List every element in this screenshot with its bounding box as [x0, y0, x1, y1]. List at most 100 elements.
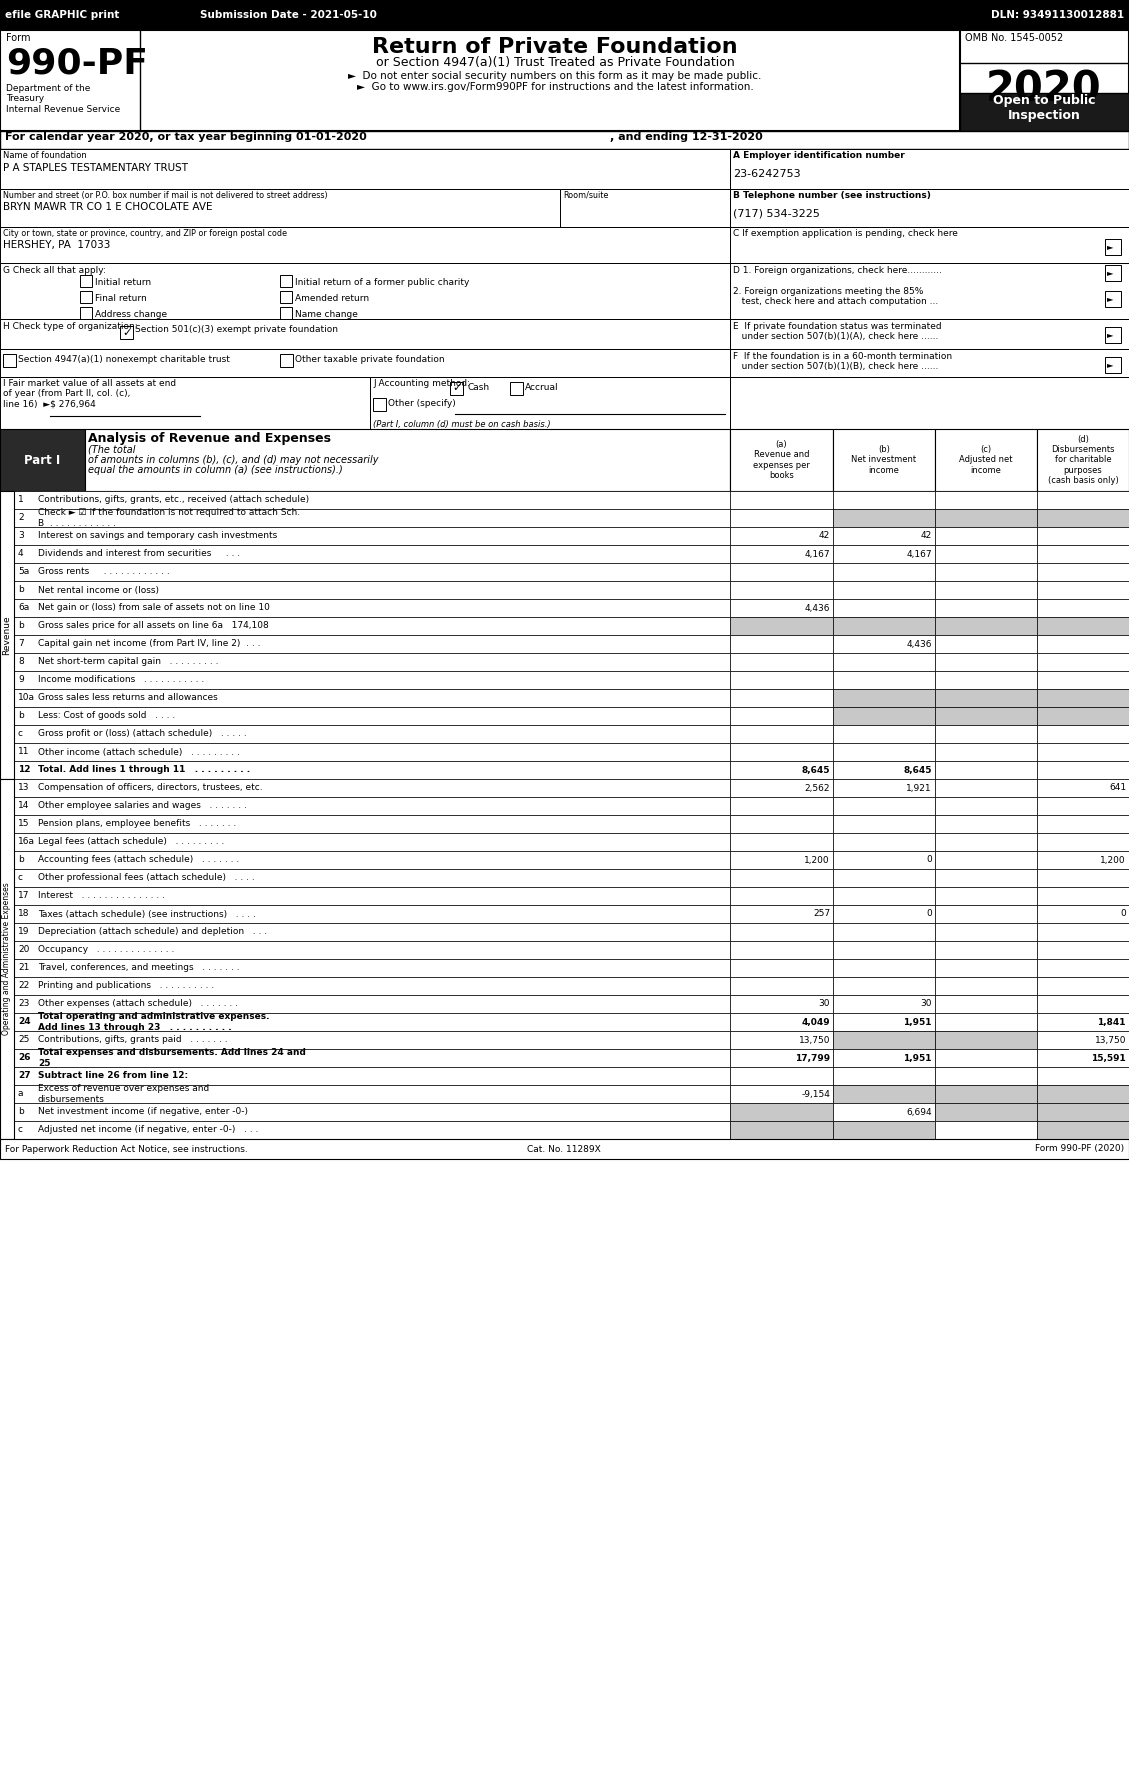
Text: Total expenses and disbursements. Add lines 24 and
25: Total expenses and disbursements. Add li…: [38, 1048, 306, 1068]
Bar: [1105, 265, 1121, 281]
Text: Revenue: Revenue: [2, 615, 11, 655]
Bar: [935, 1104, 1038, 1122]
Text: Net gain or (loss) from sale of assets not on line 10: Net gain or (loss) from sale of assets n…: [38, 603, 270, 612]
Text: BRYN MAWR TR CO 1 E CHOCOLATE AVE: BRYN MAWR TR CO 1 E CHOCOLATE AVE: [3, 202, 212, 213]
Bar: [833, 816, 935, 834]
Bar: [833, 778, 935, 798]
Bar: [3, 354, 16, 367]
Text: (d)
Disbursements
for charitable
purposes
(cash basis only): (d) Disbursements for charitable purpose…: [1048, 435, 1119, 485]
Bar: [730, 923, 833, 941]
Bar: [1038, 760, 1129, 778]
Bar: [1038, 689, 1129, 707]
Bar: [0, 798, 730, 816]
Bar: [935, 1084, 1038, 1104]
Bar: [373, 397, 386, 411]
Bar: [1105, 240, 1121, 256]
Text: Address change: Address change: [95, 309, 167, 318]
Bar: [833, 707, 935, 725]
Bar: [935, 429, 1038, 490]
Text: Amended return: Amended return: [295, 293, 369, 302]
Bar: [730, 349, 1129, 377]
Bar: [730, 227, 1129, 263]
Text: Operating and Administrative Expenses: Operating and Administrative Expenses: [2, 882, 11, 1036]
Text: For calendar year 2020, or tax year beginning 01-01-2020: For calendar year 2020, or tax year begi…: [5, 132, 367, 141]
Bar: [935, 1066, 1038, 1084]
Bar: [935, 617, 1038, 635]
Text: 9: 9: [18, 676, 24, 685]
Bar: [833, 1084, 935, 1104]
Bar: [730, 887, 833, 905]
Bar: [0, 490, 14, 778]
Bar: [280, 308, 292, 318]
Text: 990-PF: 990-PF: [6, 47, 148, 81]
Text: b: b: [18, 712, 24, 721]
Text: Initial return: Initial return: [95, 277, 151, 286]
Text: b: b: [18, 585, 24, 594]
Bar: [730, 959, 833, 977]
Text: F  If the foundation is in a 60-month termination
   under section 507(b)(1)(B),: F If the foundation is in a 60-month ter…: [733, 352, 952, 372]
Bar: [833, 671, 935, 689]
Bar: [833, 546, 935, 564]
Text: ►: ►: [1108, 295, 1113, 304]
Bar: [833, 1104, 935, 1122]
Bar: [1038, 834, 1129, 852]
Text: , and ending 12-31-2020: , and ending 12-31-2020: [610, 132, 763, 141]
Text: 2,562: 2,562: [805, 784, 830, 793]
Bar: [0, 599, 730, 617]
Bar: [1038, 653, 1129, 671]
Bar: [1038, 941, 1129, 959]
Text: Occupancy   . . . . . . . . . . . . . .: Occupancy . . . . . . . . . . . . . .: [38, 946, 174, 955]
Bar: [0, 564, 730, 581]
Bar: [833, 564, 935, 581]
Text: For Paperwork Reduction Act Notice, see instructions.: For Paperwork Reduction Act Notice, see …: [5, 1145, 247, 1154]
Bar: [935, 653, 1038, 671]
Text: Final return: Final return: [95, 293, 147, 302]
Bar: [833, 635, 935, 653]
Bar: [730, 190, 1129, 227]
Bar: [1038, 1104, 1129, 1122]
Text: 0: 0: [926, 909, 933, 918]
Text: (c)
Adjusted net
income: (c) Adjusted net income: [960, 445, 1013, 474]
Bar: [0, 905, 730, 923]
Bar: [935, 1048, 1038, 1066]
Bar: [1038, 707, 1129, 725]
Text: 6a: 6a: [18, 603, 29, 612]
Bar: [730, 707, 833, 725]
Text: 13,750: 13,750: [1094, 1036, 1126, 1045]
Bar: [0, 263, 730, 318]
Text: 8: 8: [18, 658, 24, 667]
Bar: [1038, 852, 1129, 869]
Bar: [960, 93, 1129, 131]
Bar: [730, 429, 833, 490]
Text: 3: 3: [18, 531, 24, 540]
Bar: [0, 318, 730, 349]
Text: 17: 17: [18, 891, 29, 900]
Bar: [833, 528, 935, 546]
Text: 641: 641: [1109, 784, 1126, 793]
Text: DLN: 93491130012881: DLN: 93491130012881: [991, 11, 1124, 20]
Text: (717) 534-3225: (717) 534-3225: [733, 209, 820, 218]
Text: Pension plans, employee benefits   . . . . . . .: Pension plans, employee benefits . . . .…: [38, 819, 236, 828]
Bar: [1038, 490, 1129, 510]
Text: 1,951: 1,951: [903, 1018, 933, 1027]
Bar: [1105, 327, 1121, 343]
Bar: [0, 490, 730, 510]
Text: c: c: [18, 1125, 23, 1134]
Text: 8,645: 8,645: [903, 766, 933, 775]
Bar: [0, 546, 730, 564]
Bar: [833, 941, 935, 959]
Bar: [0, 977, 730, 995]
Text: Compensation of officers, directors, trustees, etc.: Compensation of officers, directors, tru…: [38, 784, 263, 793]
Text: Net rental income or (loss): Net rental income or (loss): [38, 585, 159, 594]
Text: 20: 20: [18, 946, 29, 955]
Bar: [80, 276, 91, 286]
Bar: [730, 653, 833, 671]
Bar: [730, 1048, 833, 1066]
Bar: [935, 778, 1038, 798]
Text: 16a: 16a: [18, 837, 35, 846]
Text: Name change: Name change: [295, 309, 358, 318]
Text: 12: 12: [18, 766, 30, 775]
Bar: [730, 778, 833, 798]
Bar: [730, 318, 1129, 349]
Bar: [0, 778, 730, 798]
